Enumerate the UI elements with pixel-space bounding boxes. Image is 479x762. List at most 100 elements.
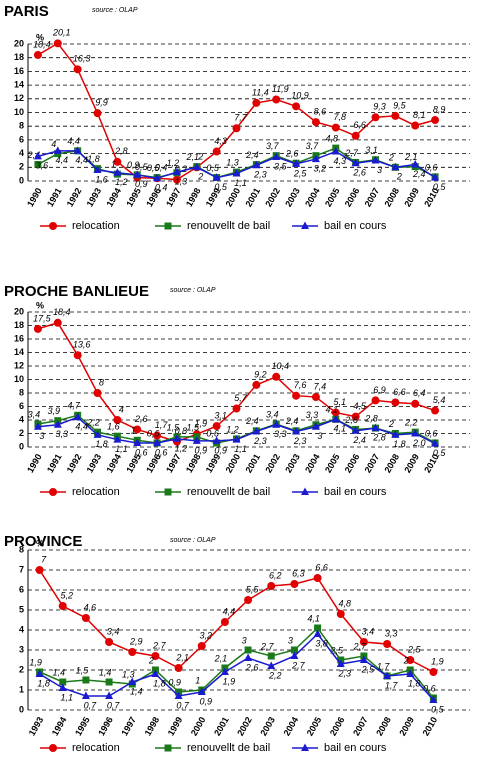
data-label: 3,1 bbox=[214, 410, 227, 420]
marker bbox=[244, 646, 252, 654]
x-tick-label: 1994 bbox=[104, 452, 123, 474]
data-label: 9,5 bbox=[393, 100, 407, 110]
marker bbox=[351, 131, 360, 140]
data-label: 0,6 bbox=[425, 162, 438, 172]
data-label: 1,1 bbox=[234, 178, 247, 188]
data-label: 2,1 bbox=[186, 152, 200, 162]
marker bbox=[128, 677, 137, 685]
data-label: 6,6 bbox=[315, 562, 328, 572]
marker bbox=[232, 168, 241, 177]
marker bbox=[49, 222, 57, 230]
y-tick-label: 18 bbox=[14, 320, 24, 330]
x-tick-label: 1993 bbox=[27, 715, 46, 737]
series-line bbox=[39, 626, 434, 699]
data-label: 9,2 bbox=[254, 369, 267, 379]
marker bbox=[267, 582, 276, 590]
data-label: 1,6 bbox=[95, 174, 108, 184]
marker bbox=[105, 638, 114, 646]
x-tick-label: 2003 bbox=[283, 186, 302, 208]
data-label: 1,3 bbox=[226, 157, 239, 167]
marker bbox=[113, 157, 122, 166]
data-label: 3,1 bbox=[365, 145, 378, 155]
marker bbox=[212, 436, 221, 444]
marker bbox=[49, 488, 57, 496]
data-label: 3,3 bbox=[56, 429, 69, 439]
data-label: 2,5 bbox=[329, 645, 344, 655]
data-label: 2,4 bbox=[245, 150, 259, 160]
marker bbox=[35, 669, 44, 677]
data-label: 3,9 bbox=[48, 406, 61, 416]
data-label: 2 bbox=[148, 655, 154, 665]
marker bbox=[301, 487, 309, 495]
marker bbox=[34, 161, 42, 169]
y-tick-label: 8 bbox=[19, 121, 24, 131]
data-label: 0,9 bbox=[135, 179, 148, 189]
marker bbox=[164, 744, 172, 752]
marker bbox=[93, 165, 102, 174]
x-tick-label: 2000 bbox=[189, 715, 208, 737]
x-tick-label: 1995 bbox=[73, 715, 92, 737]
data-label: 5,4 bbox=[433, 395, 446, 405]
x-tick-label: 2006 bbox=[343, 452, 362, 474]
marker bbox=[113, 168, 122, 176]
marker bbox=[311, 154, 320, 163]
marker bbox=[292, 102, 301, 111]
data-label: 4,4 bbox=[56, 155, 69, 165]
data-label: 2,4 bbox=[285, 416, 299, 426]
data-label: 1,4 bbox=[52, 667, 65, 677]
x-tick-label: 1991 bbox=[45, 452, 64, 474]
data-label: 2,9 bbox=[129, 636, 143, 646]
marker bbox=[252, 160, 261, 169]
marker bbox=[359, 638, 368, 646]
data-label: 7 bbox=[41, 554, 47, 564]
data-label: 1,4 bbox=[130, 686, 143, 696]
marker bbox=[429, 668, 438, 676]
y-axis-label: % bbox=[36, 300, 44, 310]
y-tick-label: 18 bbox=[14, 52, 24, 62]
data-label: 2 bbox=[396, 172, 402, 182]
data-label: 0,8 bbox=[175, 426, 188, 436]
x-tick-label: 1994 bbox=[104, 186, 123, 208]
y-tick-label: 10 bbox=[14, 374, 24, 384]
x-tick-label: 2007 bbox=[363, 186, 382, 208]
data-label: 4,3 bbox=[214, 136, 227, 146]
marker bbox=[359, 655, 368, 663]
data-label: 0,2 bbox=[175, 164, 188, 174]
marker bbox=[73, 351, 82, 360]
x-tick-label: 1998 bbox=[184, 186, 203, 208]
y-tick-label: 16 bbox=[14, 66, 24, 76]
marker bbox=[133, 170, 142, 178]
x-tick-label: 2005 bbox=[323, 452, 342, 474]
legend-label: renouvellt de bail bbox=[187, 742, 270, 754]
chart-source: source : OLAP bbox=[170, 287, 216, 294]
x-tick-label: 2004 bbox=[303, 186, 322, 208]
marker bbox=[331, 408, 340, 417]
data-label: 1,7 bbox=[155, 420, 169, 430]
x-tick-label: 2007 bbox=[363, 452, 382, 474]
data-label: 6,9 bbox=[373, 385, 386, 395]
data-label: 6,6 bbox=[353, 120, 366, 130]
series-line bbox=[39, 632, 434, 701]
marker bbox=[33, 50, 42, 59]
marker bbox=[53, 420, 62, 428]
data-label: 0,5 bbox=[206, 163, 220, 173]
data-label: 1,4 bbox=[99, 667, 112, 677]
y-tick-label: 0 bbox=[19, 441, 24, 451]
x-tick-label: 2003 bbox=[258, 715, 277, 737]
x-tick-label: 1990 bbox=[25, 452, 44, 474]
data-label: 1,2 bbox=[226, 424, 239, 434]
data-label: 2,8 bbox=[364, 413, 378, 423]
legend-label: renouvellt de bail bbox=[187, 486, 270, 498]
data-label: 2,5 bbox=[361, 664, 376, 674]
chart-title: PROVINCE bbox=[4, 533, 82, 550]
data-label: 9,9 bbox=[95, 98, 108, 108]
x-tick-label: 1993 bbox=[85, 452, 104, 474]
data-label: 1,5 bbox=[187, 422, 201, 432]
marker bbox=[232, 124, 241, 133]
marker bbox=[311, 422, 320, 430]
legend-label: renouvellt de bail bbox=[187, 220, 270, 232]
x-tick-label: 2000 bbox=[224, 452, 243, 474]
data-label: 4,6 bbox=[84, 602, 97, 612]
marker bbox=[197, 687, 206, 695]
x-tick-label: 2003 bbox=[283, 452, 302, 474]
